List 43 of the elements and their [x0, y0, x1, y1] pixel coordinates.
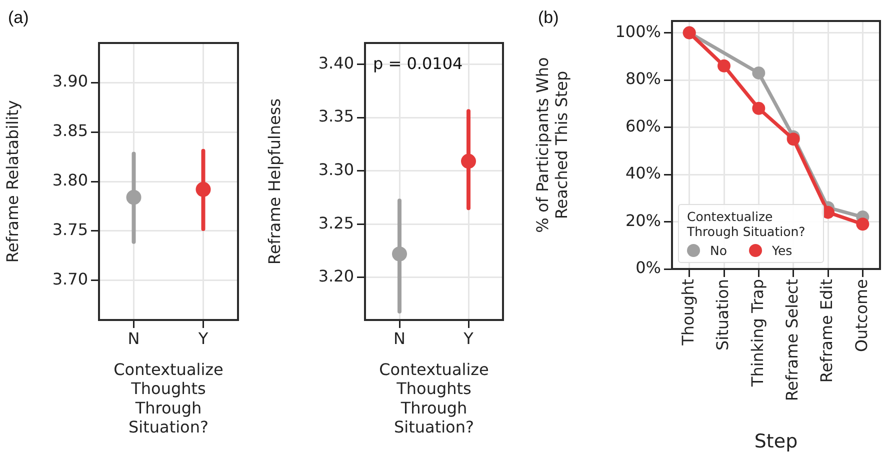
- x-tick-label: Situation: [713, 279, 732, 350]
- y-tick-label: 40%: [625, 164, 661, 183]
- y-tick-label: 3.20: [318, 266, 354, 286]
- x-tick-label: Thinking Trap: [748, 279, 767, 388]
- y-tick-label: 80%: [625, 69, 661, 88]
- x-tick-label: N: [394, 328, 406, 348]
- y-tick-label: 100%: [615, 22, 661, 41]
- y-tick-label: 3.70: [52, 270, 88, 289]
- x-tick-label: Y: [462, 328, 474, 348]
- x-tick-label: Reframe Select: [782, 279, 802, 402]
- point: [856, 218, 870, 231]
- y-tick-label: 3.40: [318, 53, 354, 72]
- x-tick-label: Outcome: [852, 279, 871, 352]
- point: [752, 66, 766, 80]
- y-tick-label: 3.85: [52, 121, 88, 140]
- y-tick-label: 60%: [625, 116, 661, 136]
- point: [752, 102, 766, 115]
- y-tick-label: 0%: [636, 258, 661, 278]
- y-axis-title: Reframe Relatability: [2, 100, 22, 263]
- legend-title: Contextualize Through Situation?: [687, 209, 806, 239]
- y-tick-label: 3.35: [318, 106, 354, 126]
- x-axis-title: Contextualize Thoughts Through Situation?: [379, 360, 489, 437]
- y-tick-label: 20%: [625, 210, 661, 230]
- y-tick-label: 3.25: [318, 213, 354, 232]
- y-axis-title: % of Participants Who Reached This Step: [532, 57, 571, 233]
- annotation: p = 0.0104: [373, 54, 463, 74]
- x-tick-label: Y: [197, 328, 208, 348]
- x-tick-label: Reframe Edit: [817, 279, 836, 383]
- point: [786, 132, 800, 146]
- y-tick-label: 3.30: [318, 160, 354, 179]
- y-tick-label: 3.80: [52, 170, 88, 190]
- y-tick-label: 3.75: [52, 220, 88, 240]
- chart-title: (b): [538, 8, 559, 28]
- x-tick-label: N: [128, 328, 140, 348]
- chart-title: (a): [8, 8, 29, 28]
- legend-label: Yes: [772, 243, 792, 258]
- y-axis-title: Reframe Helpfulness: [264, 98, 284, 265]
- y-tick-label: 3.90: [52, 72, 88, 91]
- point: [718, 59, 730, 72]
- legend-label: No: [710, 243, 727, 258]
- x-tick-label: Thought: [678, 279, 698, 346]
- x-axis-title: Contextualize Thoughts Through Situation?: [114, 360, 224, 437]
- x-axis-title: Step: [754, 430, 798, 453]
